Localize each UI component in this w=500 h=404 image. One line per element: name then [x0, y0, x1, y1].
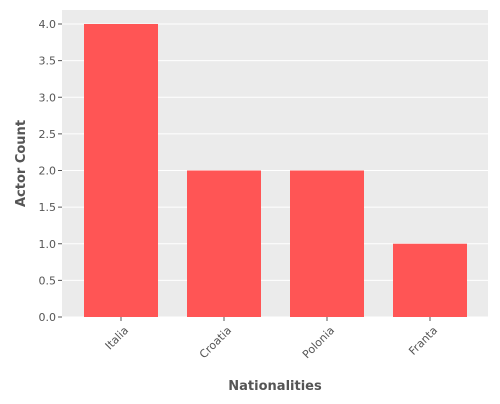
y-tick-label: 1.0	[39, 238, 57, 251]
y-tick-label: 1.5	[39, 201, 57, 214]
bars	[84, 24, 467, 317]
x-axis-ticks: Italia Croatia Polonia Franta	[103, 317, 440, 361]
x-tick-label: Italia	[103, 324, 131, 352]
y-tick-label: 3.0	[39, 91, 57, 104]
x-tick-label: Croatia	[197, 324, 234, 361]
y-tick-label: 4.0	[39, 18, 57, 31]
y-tick-label: 2.5	[39, 128, 57, 141]
y-tick-label: 3.5	[39, 55, 57, 68]
y-axis-ticks: 0.0 0.5 1.0 1.5 2.0 2.5 3.0 3.5 4.0	[39, 18, 62, 324]
x-tick-label: Franta	[406, 324, 440, 358]
bar-franta	[393, 243, 467, 317]
y-tick-label: 0.0	[39, 311, 57, 324]
y-tick-label: 2.0	[39, 165, 57, 178]
y-tick-label: 0.5	[39, 274, 57, 287]
bar-croatia	[187, 170, 261, 317]
y-axis-title: Actor Count	[14, 120, 29, 207]
x-tick-label: Polonia	[300, 324, 337, 361]
bar-italia	[84, 24, 158, 317]
bar-polonia	[290, 170, 364, 317]
x-axis-title: Nationalities	[228, 379, 322, 394]
